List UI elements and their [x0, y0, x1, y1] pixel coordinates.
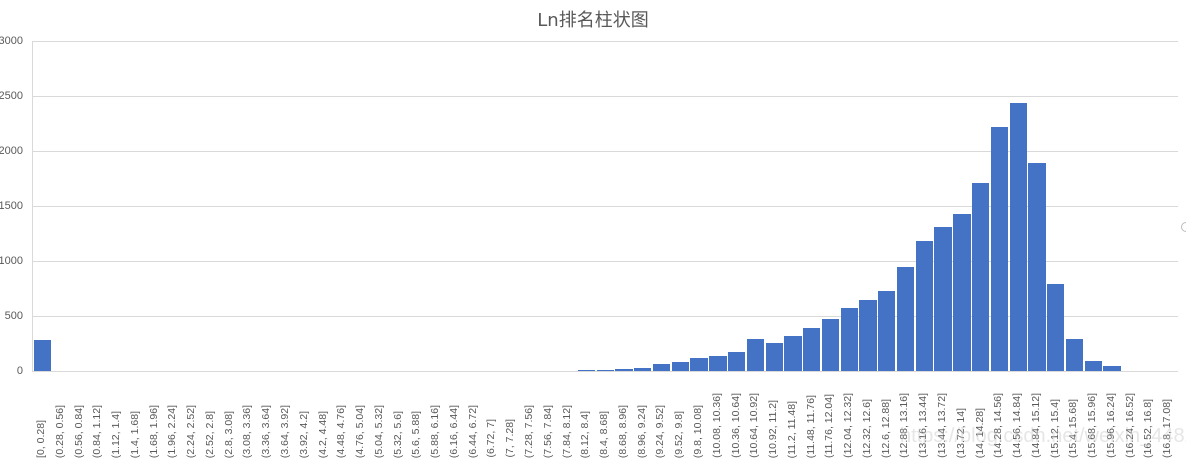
- bar[interactable]: [934, 227, 952, 371]
- bar[interactable]: [1103, 365, 1121, 371]
- gridline: [33, 316, 1178, 317]
- x-tick-label: (8.4, 8.68]: [598, 410, 611, 458]
- gridline: [33, 151, 1178, 152]
- y-tick-label: 1500: [0, 200, 23, 212]
- bar[interactable]: [1047, 283, 1065, 371]
- bar[interactable]: [671, 362, 689, 371]
- x-tick-label: (4.48, 4.76]: [335, 404, 348, 458]
- bar[interactable]: [615, 368, 633, 371]
- x-tick-label: (11.2, 11.48]: [785, 400, 798, 458]
- x-tick-label: (9.52, 9.8]: [673, 410, 686, 458]
- bar[interactable]: [596, 369, 614, 371]
- bar[interactable]: [690, 357, 708, 371]
- y-tick-label: 2000: [0, 145, 23, 157]
- bar[interactable]: [33, 339, 51, 371]
- x-tick-label: (1.12, 1.4]: [110, 410, 123, 458]
- x-tick-label: (6.72, 7]: [485, 419, 498, 458]
- x-tick-label: (0.56, 0.84]: [72, 404, 85, 458]
- x-tick-label: (2.8, 3.08]: [222, 410, 235, 458]
- y-tick-label: 1000: [0, 255, 23, 267]
- x-tick-label: (7.56, 7.84]: [541, 404, 554, 458]
- x-tick-label: (1.68, 1.96]: [147, 404, 160, 458]
- x-tick-label: [0, 0.28]: [35, 420, 47, 458]
- x-tick-label: (7.28, 7.56]: [523, 404, 536, 458]
- bar[interactable]: [1028, 163, 1046, 371]
- bar[interactable]: [915, 241, 933, 371]
- x-tick-label: (11.76, 12.04]: [823, 393, 836, 458]
- x-tick-label: (5.6, 5.88]: [410, 410, 423, 458]
- x-tick-label: (9.24, 9.52]: [654, 404, 667, 458]
- x-tick-label: (10.64, 10.92]: [748, 393, 761, 458]
- resize-handle-right[interactable]: [1181, 222, 1186, 232]
- y-tick-label: 0: [16, 365, 23, 377]
- x-tick-label: (2.52, 2.8]: [203, 410, 216, 458]
- bar[interactable]: [821, 319, 840, 371]
- x-tick-label: (3.08, 3.36]: [241, 404, 254, 458]
- chart-title: Ln排名柱状图: [537, 10, 649, 31]
- watermark: https://blog.csdn.net/weixin_44820355: [900, 425, 1186, 447]
- x-tick-label: (3.36, 3.64]: [260, 404, 273, 458]
- bar[interactable]: [1084, 360, 1102, 371]
- x-tick-label: (3.64, 3.92]: [279, 404, 292, 458]
- bar[interactable]: [953, 213, 971, 371]
- y-axis-line: [32, 41, 33, 372]
- plot-area[interactable]: [33, 41, 1178, 372]
- x-tick-label: (8.96, 9.24]: [635, 404, 648, 458]
- x-tick-label: (11.48, 11.76]: [804, 394, 817, 458]
- x-tick-label: (12.04, 12.32]: [842, 393, 855, 458]
- x-tick-label: (5.04, 5.32]: [372, 404, 385, 458]
- bar[interactable]: [878, 291, 896, 371]
- x-tick-label: (7.84, 8.12]: [560, 404, 573, 458]
- gridline: [33, 371, 1178, 372]
- bar[interactable]: [972, 182, 990, 371]
- x-tick-label: (1.96, 2.24]: [166, 404, 179, 458]
- x-tick-label: (12.32, 12.6]: [860, 399, 873, 458]
- bar[interactable]: [634, 367, 652, 371]
- x-tick-label: (8.12, 8.4]: [579, 410, 592, 458]
- x-tick-label: (10.08, 10.36]: [710, 393, 723, 458]
- gridline: [33, 261, 1178, 262]
- bar[interactable]: [652, 364, 671, 371]
- bar[interactable]: [728, 352, 746, 371]
- bar[interactable]: [896, 266, 915, 371]
- x-tick-label: (2.24, 2.52]: [185, 404, 198, 458]
- gridline: [33, 206, 1178, 207]
- x-tick-label: (7, 7.28]: [504, 419, 517, 458]
- bar[interactable]: [709, 356, 727, 371]
- y-tick-label: 3000: [0, 35, 23, 47]
- bar[interactable]: [765, 342, 783, 371]
- bar[interactable]: [746, 339, 765, 371]
- x-tick-label: (0.28, 0.56]: [53, 404, 66, 458]
- x-tick-label: (6.44, 6.72]: [466, 404, 479, 458]
- y-tick-label: 500: [4, 310, 23, 322]
- x-tick-label: (10.92, 11.2]: [767, 399, 780, 458]
- bar[interactable]: [840, 308, 858, 371]
- gridline: [33, 41, 1178, 42]
- x-tick-label: (3.92, 4.2]: [297, 410, 310, 458]
- bar[interactable]: [577, 369, 596, 371]
- bar[interactable]: [859, 299, 877, 371]
- bar[interactable]: [1009, 103, 1027, 371]
- bar[interactable]: [990, 126, 1009, 371]
- bar[interactable]: [803, 327, 821, 371]
- bar[interactable]: [784, 336, 802, 371]
- x-tick-label: (1.4, 1.68]: [128, 410, 141, 458]
- x-tick-label: (10.36, 10.64]: [729, 393, 742, 458]
- y-tick-label: 2500: [0, 90, 23, 102]
- x-tick-label: (5.88, 6.16]: [429, 404, 442, 458]
- bar[interactable]: [1065, 338, 1084, 371]
- x-tick-label: (0.84, 1.12]: [91, 404, 104, 458]
- x-tick-label: (8.68, 8.96]: [616, 404, 629, 458]
- x-tick-label: (5.32, 5.6]: [391, 410, 404, 458]
- x-tick-label: (12.6, 12.88]: [879, 399, 892, 458]
- x-tick-label: (4.2, 4.48]: [316, 410, 329, 458]
- gridline: [33, 96, 1178, 97]
- x-tick-label: (9.8, 10.08]: [691, 404, 704, 458]
- x-tick-label: (4.76, 5.04]: [354, 404, 367, 458]
- x-tick-label: (6.16, 6.44]: [447, 404, 460, 458]
